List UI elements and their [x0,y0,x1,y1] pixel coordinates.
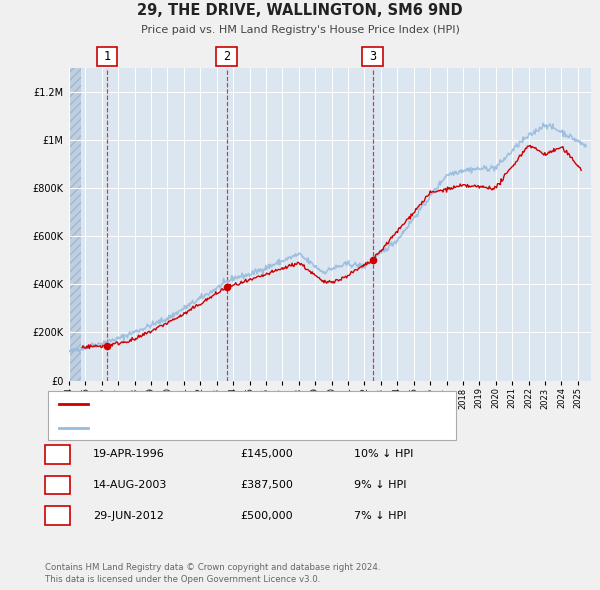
Text: £387,500: £387,500 [240,480,293,490]
Text: £500,000: £500,000 [240,511,293,520]
Text: £145,000: £145,000 [240,450,293,459]
Text: 29, THE DRIVE, WALLINGTON, SM6 9ND (detached house): 29, THE DRIVE, WALLINGTON, SM6 9ND (deta… [92,399,392,409]
Text: 9% ↓ HPI: 9% ↓ HPI [354,480,407,490]
Text: 2: 2 [54,478,61,491]
Text: 29-JUN-2012: 29-JUN-2012 [93,511,164,520]
Text: 3: 3 [369,50,376,63]
Text: Price paid vs. HM Land Registry's House Price Index (HPI): Price paid vs. HM Land Registry's House … [140,25,460,35]
Text: 7% ↓ HPI: 7% ↓ HPI [354,511,407,520]
Text: 2: 2 [223,50,230,63]
Text: 29, THE DRIVE, WALLINGTON, SM6 9ND: 29, THE DRIVE, WALLINGTON, SM6 9ND [137,3,463,18]
Text: 1: 1 [103,50,110,63]
Text: 3: 3 [54,509,61,522]
Text: Contains HM Land Registry data © Crown copyright and database right 2024.
This d: Contains HM Land Registry data © Crown c… [45,563,380,584]
Text: HPI: Average price, detached house, Sutton: HPI: Average price, detached house, Sutt… [92,423,319,432]
Text: 1: 1 [54,448,61,461]
Text: 10% ↓ HPI: 10% ↓ HPI [354,450,413,459]
Text: 14-AUG-2003: 14-AUG-2003 [93,480,167,490]
Bar [69,68,82,381]
Text: 19-APR-1996: 19-APR-1996 [93,450,165,459]
